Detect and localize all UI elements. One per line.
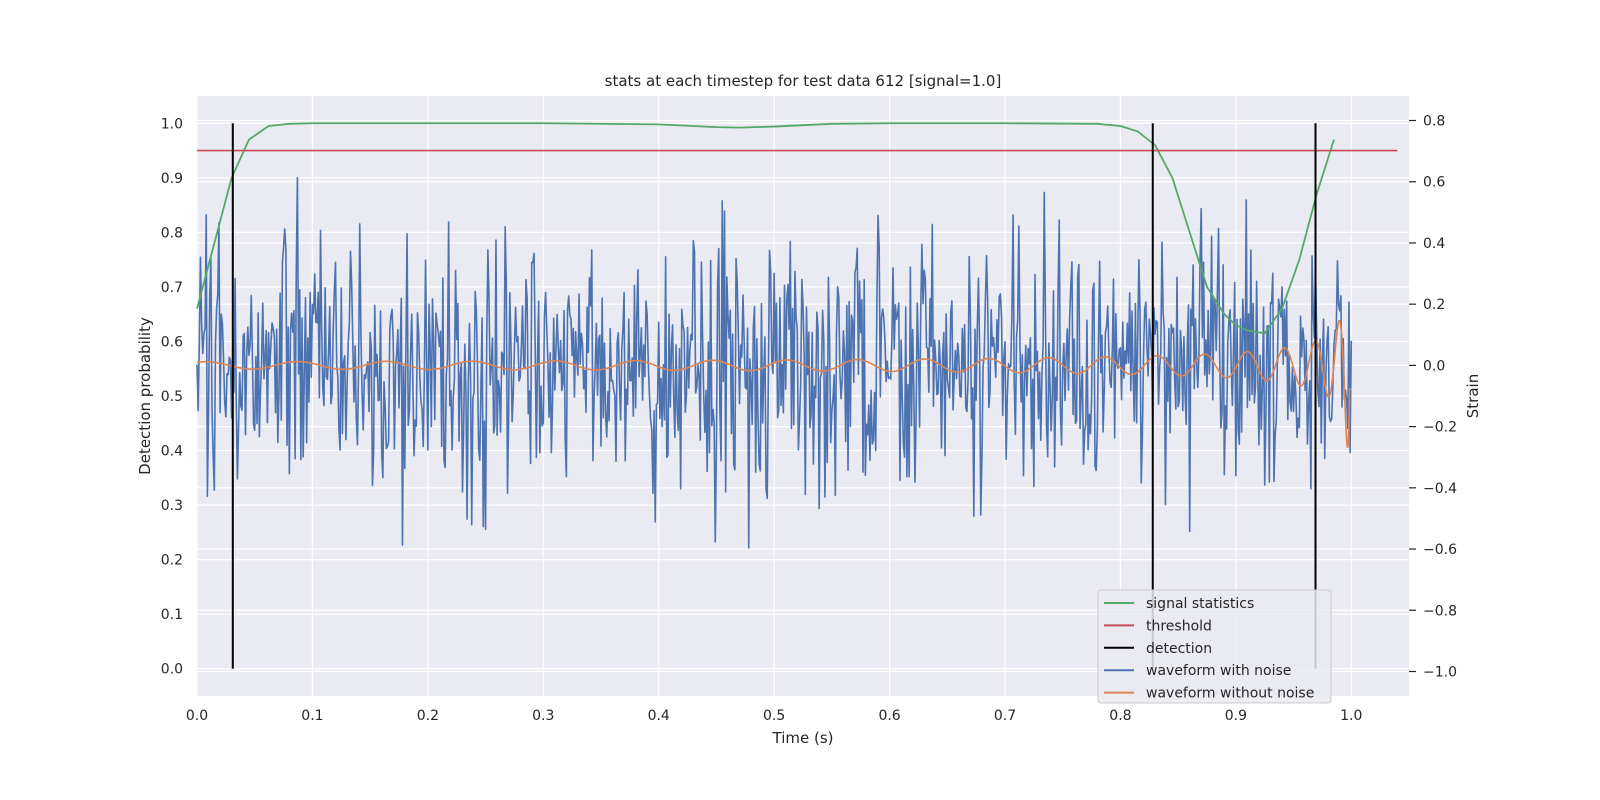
chart-title: stats at each timestep for test data 612… <box>605 72 1002 90</box>
y-ticks-left: 0.0 0.1 0.2 0.3 0.4 0.5 0.6 0.7 0.8 0.9 1.0 <box>161 116 183 677</box>
waveform-with-noise-line <box>196 176 1353 549</box>
y-tick-label-left: 0.3 <box>161 498 183 514</box>
legend-label: threshold <box>1146 618 1212 634</box>
x-tick-label: 0.6 <box>878 708 900 724</box>
y-tick-label-right: 0.8 <box>1423 113 1445 129</box>
y-tick-label-right: 0.4 <box>1423 236 1445 252</box>
legend-box <box>1097 589 1332 704</box>
x-tick-label: 0.1 <box>301 708 323 724</box>
x-tick-label: 1.0 <box>1340 708 1362 724</box>
x-ticks: 0.0 0.1 0.2 0.3 0.4 0.5 0.6 0.7 0.8 0.9 1.0 <box>186 708 1363 724</box>
legend-label: detection <box>1146 641 1212 657</box>
y-axis-label-left: Detection probability <box>136 317 154 475</box>
legend-label: waveform with noise <box>1146 663 1291 679</box>
y-tick-label-left: 0.9 <box>161 171 183 187</box>
legend-label: signal statistics <box>1146 596 1254 612</box>
series-layer <box>196 122 1398 669</box>
signal-statistics-line <box>196 122 1335 335</box>
y-tick-label-left: 0.0 <box>161 662 183 678</box>
y-tick-label-left: 0.6 <box>161 334 183 350</box>
y-tick-label-left: 0.5 <box>161 389 183 405</box>
y-tick-label-left: 0.4 <box>161 444 183 460</box>
y-tick-label-left: 0.1 <box>161 607 183 623</box>
y-tick-label-right: 0.0 <box>1423 358 1445 374</box>
y-tick-label-right: −0.4 <box>1423 481 1457 497</box>
y-tick-label-right: 0.6 <box>1423 175 1445 191</box>
x-tick-label: 0.2 <box>417 708 439 724</box>
y-tick-label-left: 0.7 <box>161 280 183 296</box>
x-tick-label: 0.0 <box>186 708 208 724</box>
y-tick-label-right: −0.6 <box>1423 542 1457 558</box>
x-tick-label: 0.7 <box>994 708 1016 724</box>
y-ticks-right: −1.0 −0.8 −0.6 −0.4 −0.2 0.0 0.2 0.4 0.6 0.8 <box>1409 113 1457 681</box>
x-tick-label: 0.9 <box>1225 708 1247 724</box>
legend-label: waveform without noise <box>1146 686 1314 702</box>
x-tick-label: 0.4 <box>648 708 670 724</box>
x-tick-label: 0.5 <box>763 708 785 724</box>
waveform-without-noise-line <box>196 319 1352 448</box>
legend: signal statistics threshold detection wavef… <box>1097 589 1332 704</box>
y-tick-label-right: −0.8 <box>1423 603 1457 619</box>
x-tick-label: 0.3 <box>532 708 554 724</box>
y-tick-label-left: 0.8 <box>161 225 183 241</box>
y-tick-label-right: −0.2 <box>1423 420 1457 436</box>
x-axis-label: Time (s) <box>772 729 834 747</box>
y-tick-label-left: 1.0 <box>161 116 183 132</box>
x-tick-label: 0.8 <box>1109 708 1131 724</box>
y-tick-label-left: 0.2 <box>161 553 183 569</box>
y-axis-label-right: Strain <box>1464 374 1482 418</box>
y-tick-label-right: 0.2 <box>1423 297 1445 313</box>
y-tick-label-right: −1.0 <box>1423 665 1457 681</box>
